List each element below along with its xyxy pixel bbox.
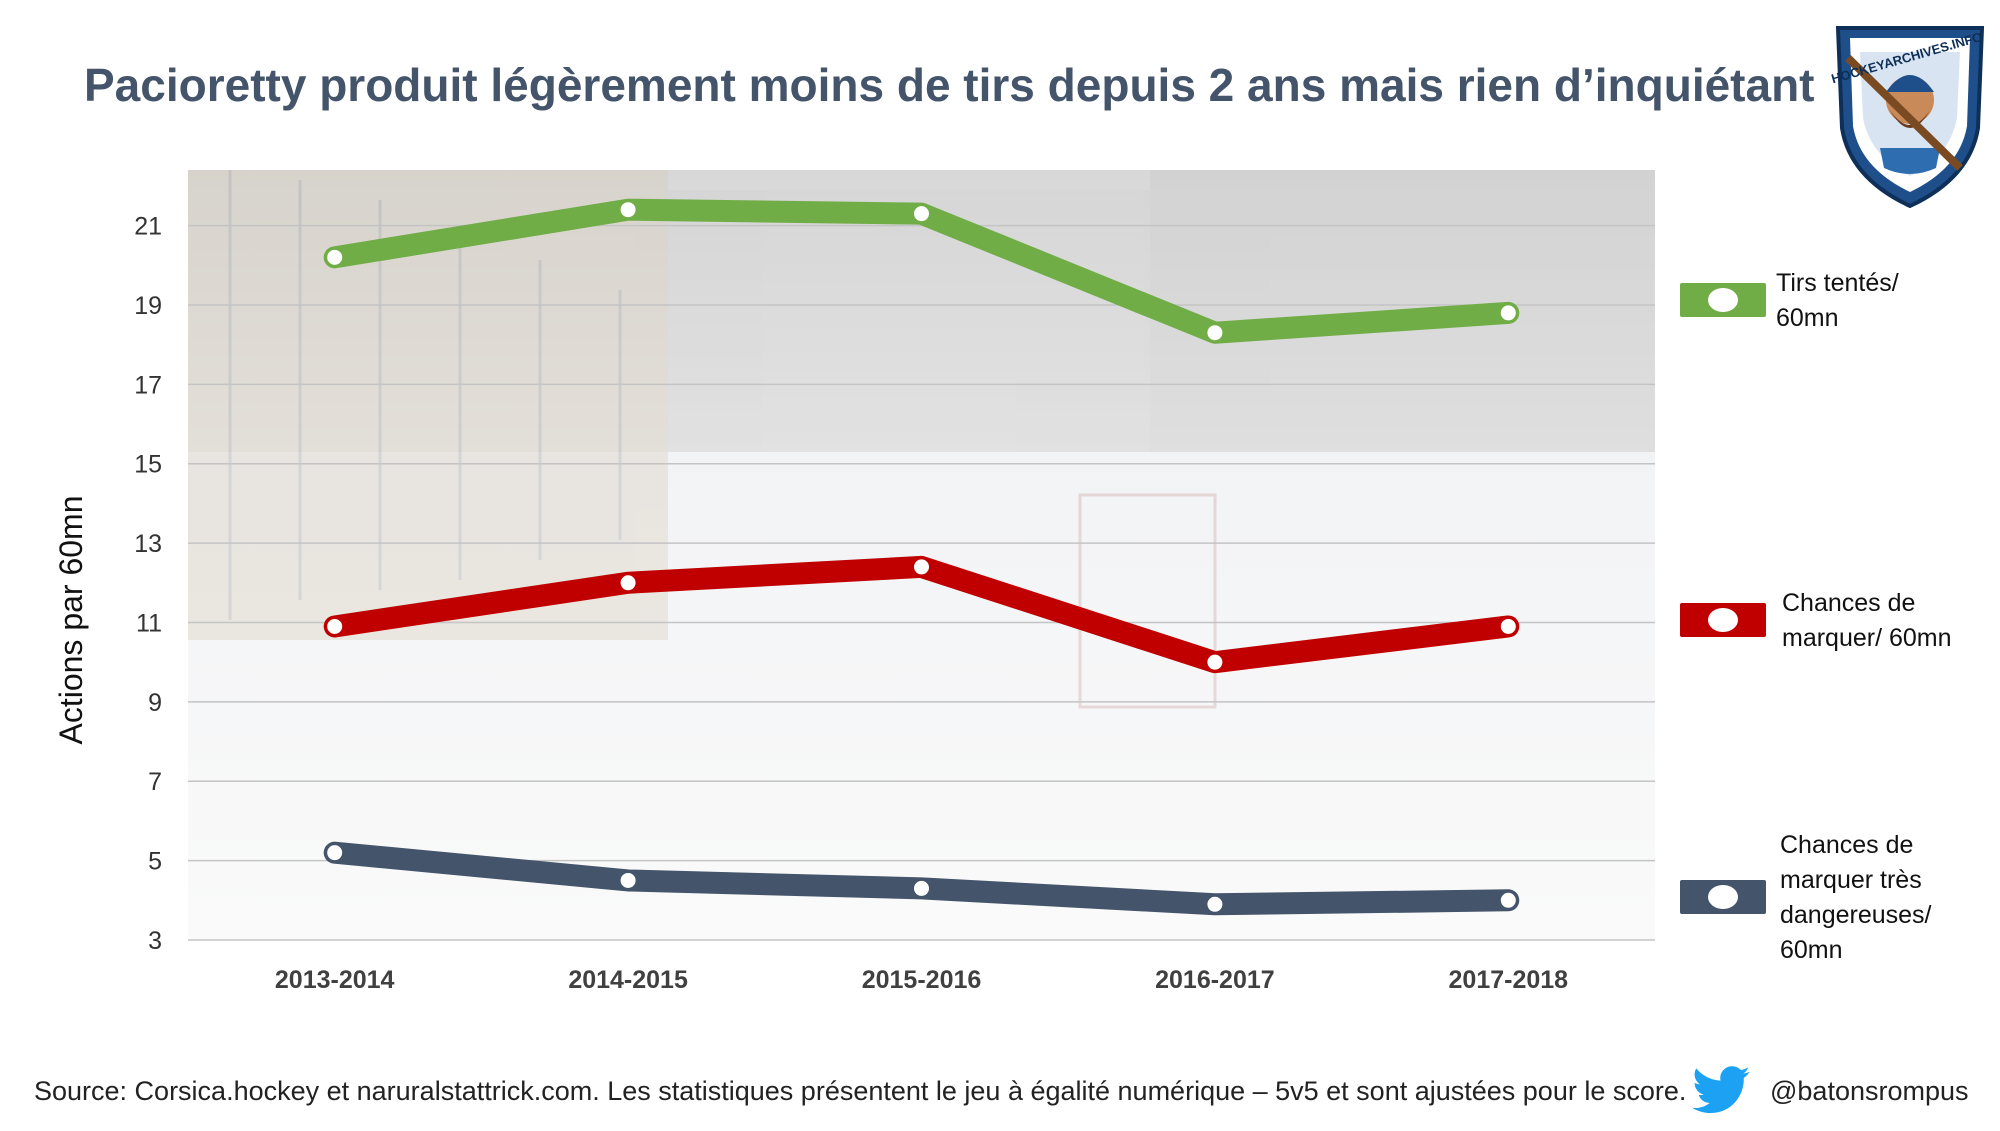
y-tick-label-17: 17 bbox=[134, 371, 162, 399]
data-point-s2-3 bbox=[1206, 895, 1224, 913]
data-point-s1-3 bbox=[1206, 653, 1224, 671]
legend-label-series-0: Tirs tentés/ 60mn bbox=[1776, 269, 1899, 332]
x-tick-label-1: 2014-2015 bbox=[568, 966, 688, 994]
y-tick-label-9: 9 bbox=[148, 689, 162, 717]
x-tick-label-3: 2016-2017 bbox=[1155, 966, 1275, 994]
data-point-s1-2 bbox=[913, 558, 930, 576]
data-point-s2-4 bbox=[1499, 891, 1517, 909]
legend-label-series-1: Chances de marquer/ 60mn bbox=[1782, 589, 1952, 652]
legend-key-series-1 bbox=[1680, 603, 1766, 637]
twitter-handle[interactable]: @batonsrompus bbox=[1770, 1076, 1969, 1106]
y-tick-label-7: 7 bbox=[148, 768, 162, 796]
data-point-s0-2 bbox=[913, 205, 930, 223]
chart-title: Pacioretty produit légèrement moins de t… bbox=[84, 59, 1815, 111]
data-point-s2-0 bbox=[326, 844, 344, 862]
y-tick-label-15: 15 bbox=[134, 451, 162, 479]
x-tick-label-2: 2015-2016 bbox=[862, 966, 982, 994]
y-tick-label-13: 13 bbox=[134, 530, 162, 558]
x-tick-label-0: 2013-2014 bbox=[275, 966, 395, 994]
data-point-s0-3 bbox=[1206, 324, 1224, 342]
twitter-icon[interactable] bbox=[1692, 1066, 1750, 1114]
legend-key-series-0 bbox=[1680, 283, 1766, 317]
data-point-s0-1 bbox=[619, 201, 637, 219]
data-point-s0-0 bbox=[326, 248, 344, 266]
data-point-s2-2 bbox=[913, 879, 930, 897]
source-footer: Source: Corsica.hockey et naruralstattri… bbox=[34, 1076, 1687, 1106]
y-tick-label-3: 3 bbox=[148, 927, 162, 955]
y-tick-label-21: 21 bbox=[134, 213, 162, 241]
y-axis-label: Actions par 60mn bbox=[53, 495, 89, 744]
hockeyarchives-logo: HOCKEYARCHIVES.INFO bbox=[1830, 26, 1985, 208]
y-tick-label-5: 5 bbox=[148, 848, 162, 876]
data-point-s1-1 bbox=[619, 574, 637, 592]
x-tick-label-4: 2017-2018 bbox=[1449, 966, 1569, 994]
y-tick-label-11: 11 bbox=[136, 609, 162, 637]
data-point-s0-4 bbox=[1499, 304, 1517, 322]
legend-label-series-2: Chances de marquer très dangereuses/ 60m… bbox=[1780, 831, 1932, 964]
plot-background bbox=[188, 170, 1655, 940]
data-point-s1-4 bbox=[1499, 617, 1517, 635]
legend-key-series-2 bbox=[1680, 880, 1766, 914]
data-point-s2-1 bbox=[619, 871, 637, 889]
y-tick-label-19: 19 bbox=[134, 292, 162, 320]
data-point-s1-0 bbox=[326, 617, 344, 635]
